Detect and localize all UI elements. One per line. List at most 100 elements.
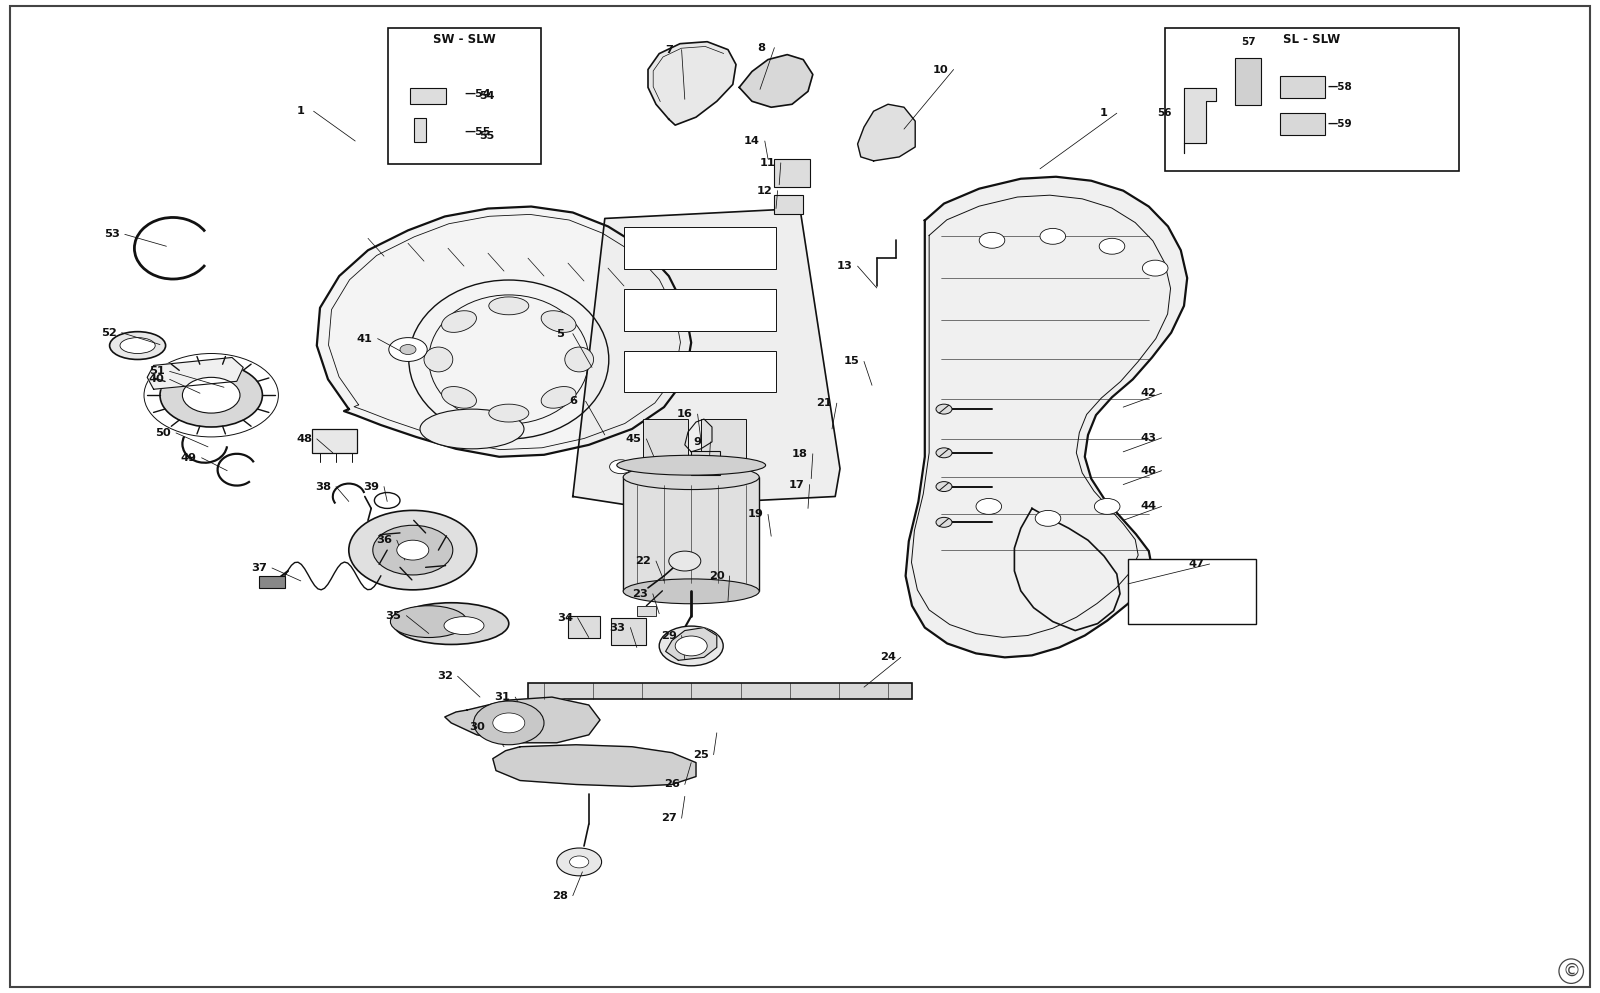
- Text: 45: 45: [626, 434, 642, 444]
- Polygon shape: [858, 104, 915, 161]
- Text: 35: 35: [386, 611, 402, 621]
- Circle shape: [474, 701, 544, 745]
- Text: 44: 44: [1141, 501, 1157, 511]
- Text: SW - SLW: SW - SLW: [434, 33, 496, 47]
- Text: 51: 51: [149, 366, 165, 376]
- Text: 42: 42: [1141, 388, 1157, 398]
- Circle shape: [976, 498, 1002, 514]
- Text: 53: 53: [104, 229, 120, 239]
- Text: 19: 19: [747, 509, 763, 519]
- Ellipse shape: [541, 311, 576, 333]
- Circle shape: [400, 345, 416, 355]
- Polygon shape: [906, 177, 1187, 657]
- Text: 20: 20: [709, 571, 725, 581]
- Bar: [1280, 113, 1325, 135]
- Ellipse shape: [109, 332, 166, 359]
- Text: —54: —54: [464, 89, 491, 99]
- Circle shape: [389, 338, 427, 361]
- Text: 22: 22: [635, 556, 651, 566]
- Circle shape: [1040, 228, 1066, 244]
- Ellipse shape: [618, 455, 766, 475]
- Text: 56: 56: [1157, 108, 1171, 118]
- Bar: [624, 289, 776, 331]
- Polygon shape: [648, 42, 736, 125]
- Bar: [1280, 76, 1325, 98]
- Polygon shape: [317, 207, 691, 457]
- Text: —55: —55: [464, 127, 491, 137]
- Text: 17: 17: [789, 480, 805, 490]
- Text: 26: 26: [664, 780, 680, 789]
- Text: 18: 18: [792, 449, 808, 459]
- Text: 28: 28: [552, 891, 568, 901]
- Text: —58: —58: [1328, 82, 1352, 92]
- Circle shape: [373, 525, 453, 575]
- Text: 30: 30: [469, 722, 485, 732]
- Text: 49: 49: [181, 453, 197, 463]
- Circle shape: [610, 460, 632, 474]
- Text: 46: 46: [1141, 466, 1157, 476]
- Circle shape: [979, 232, 1005, 248]
- Ellipse shape: [541, 386, 576, 408]
- Text: SL - SLW: SL - SLW: [1283, 33, 1341, 47]
- Circle shape: [397, 540, 429, 560]
- Bar: [624, 477, 760, 591]
- Polygon shape: [573, 209, 840, 506]
- Text: 5: 5: [557, 329, 563, 339]
- Ellipse shape: [936, 517, 952, 527]
- Text: 14: 14: [744, 136, 760, 146]
- Bar: [643, 419, 688, 459]
- Text: 23: 23: [632, 589, 648, 599]
- Circle shape: [1094, 498, 1120, 514]
- Circle shape: [659, 626, 723, 665]
- Ellipse shape: [442, 386, 477, 408]
- Text: 8: 8: [758, 43, 765, 53]
- Text: 39: 39: [363, 482, 379, 492]
- Bar: [259, 576, 285, 588]
- Polygon shape: [147, 357, 243, 389]
- Ellipse shape: [424, 348, 453, 372]
- Bar: [410, 88, 446, 104]
- Circle shape: [570, 856, 589, 868]
- Bar: [774, 159, 810, 187]
- Ellipse shape: [443, 617, 485, 635]
- Bar: [611, 618, 646, 645]
- Bar: [701, 419, 746, 459]
- Ellipse shape: [120, 338, 155, 354]
- Text: 12: 12: [757, 186, 773, 196]
- Polygon shape: [1184, 88, 1216, 153]
- Circle shape: [1099, 238, 1125, 254]
- Text: 1: 1: [1101, 108, 1107, 118]
- Text: 48: 48: [296, 434, 312, 444]
- Circle shape: [557, 848, 602, 876]
- Text: ©: ©: [1562, 962, 1581, 980]
- Text: 34: 34: [557, 613, 573, 623]
- Bar: [691, 451, 720, 475]
- Text: 1: 1: [298, 106, 304, 116]
- Ellipse shape: [490, 404, 528, 422]
- Bar: [568, 616, 600, 638]
- Bar: [312, 429, 357, 453]
- Ellipse shape: [442, 311, 477, 333]
- Text: 33: 33: [610, 623, 626, 633]
- Text: 7: 7: [666, 45, 672, 55]
- Text: 41: 41: [357, 334, 373, 344]
- Text: 27: 27: [661, 813, 677, 823]
- Bar: [1165, 28, 1459, 171]
- Circle shape: [669, 551, 701, 571]
- Text: 40: 40: [149, 374, 165, 384]
- Polygon shape: [739, 55, 813, 107]
- Text: 31: 31: [494, 692, 510, 702]
- Bar: [624, 351, 776, 392]
- Text: 21: 21: [816, 398, 832, 408]
- Text: 16: 16: [677, 409, 693, 419]
- Text: 43: 43: [1141, 433, 1157, 443]
- Text: 38: 38: [315, 482, 331, 492]
- Circle shape: [349, 510, 477, 590]
- Text: 25: 25: [693, 750, 709, 760]
- Text: 13: 13: [837, 261, 853, 271]
- Circle shape: [493, 713, 525, 733]
- Ellipse shape: [624, 465, 760, 490]
- Circle shape: [1035, 510, 1061, 526]
- Text: 32: 32: [437, 671, 453, 681]
- Ellipse shape: [624, 579, 760, 604]
